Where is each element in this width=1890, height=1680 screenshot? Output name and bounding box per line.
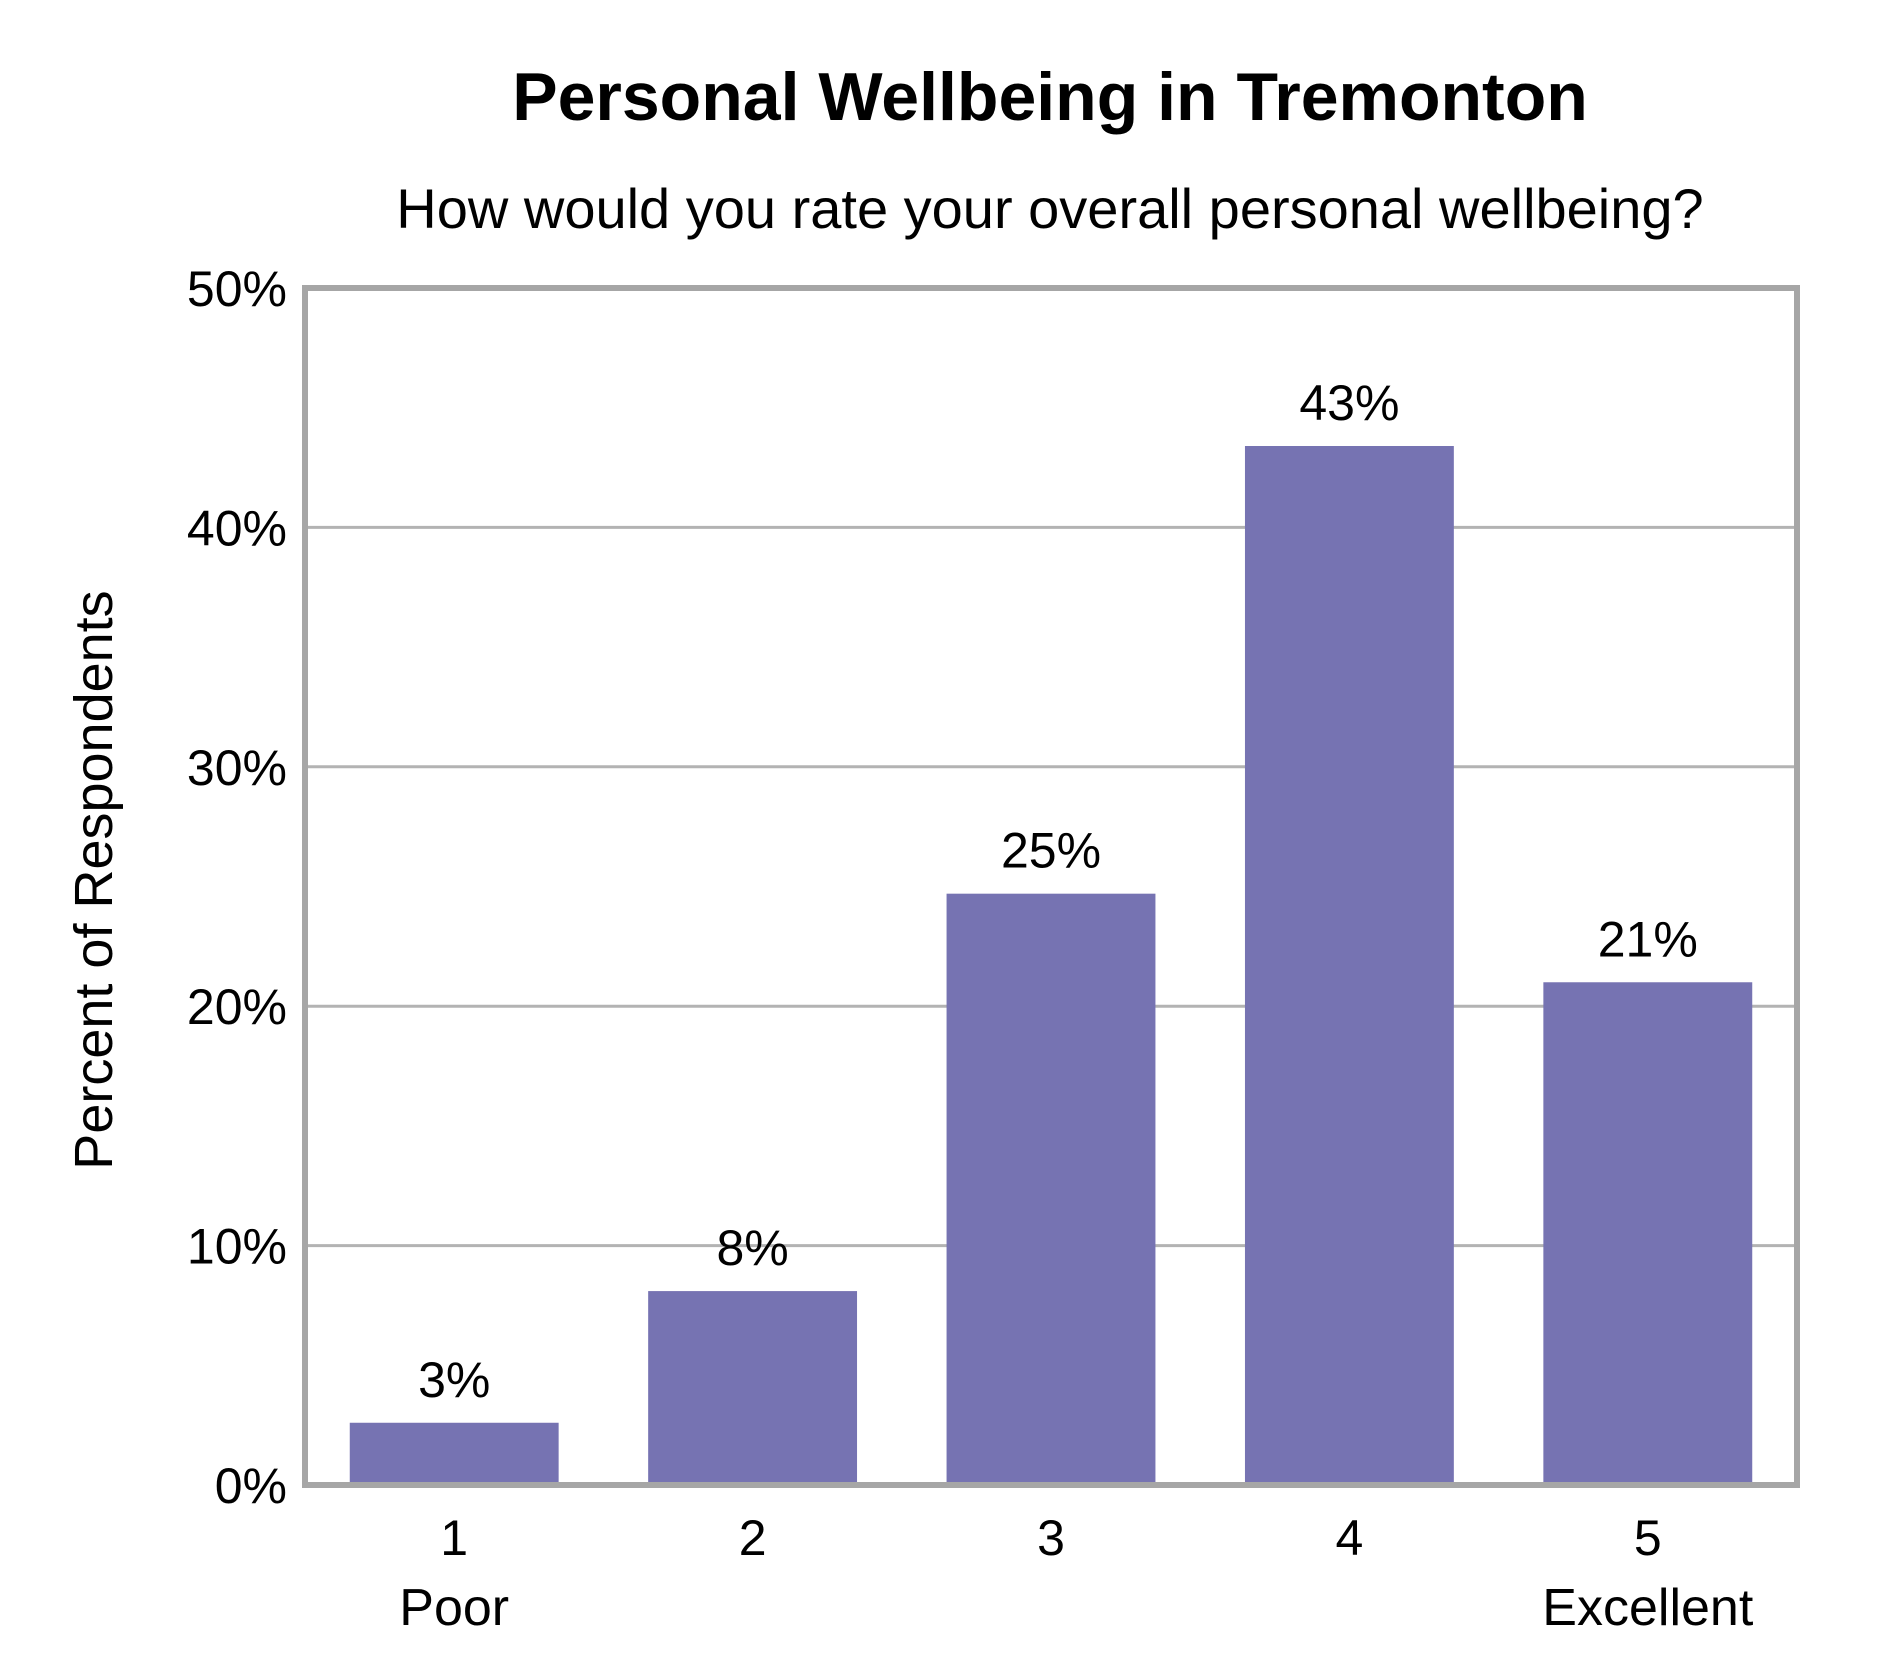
chart-subtitle: How would you rate your overall personal… xyxy=(396,177,1703,240)
bar-5 xyxy=(1543,982,1753,1485)
x-tick-label: 4 xyxy=(1335,1510,1363,1566)
y-tick-label: 40% xyxy=(187,500,287,556)
x-tick-labels: 1 Poor 2 3 4 5 Excellent xyxy=(399,1510,1754,1637)
data-label: 3% xyxy=(418,1352,490,1408)
x-tick-label: 1 xyxy=(440,1510,468,1566)
plot-frame xyxy=(302,285,1800,1488)
data-label: 21% xyxy=(1598,911,1698,967)
bars xyxy=(349,446,1753,1485)
y-tick-label: 10% xyxy=(187,1219,287,1275)
x-tick-label: 2 xyxy=(739,1510,767,1566)
bar-2 xyxy=(648,1291,858,1485)
x-tick-label: 5 xyxy=(1634,1510,1662,1566)
y-tick-label: 50% xyxy=(187,261,287,317)
x-tick-sublabel: Excellent xyxy=(1542,1579,1754,1637)
data-label: 43% xyxy=(1299,375,1399,431)
y-axis-label: Percent of Respondents xyxy=(64,590,124,1169)
bar-3 xyxy=(946,893,1156,1485)
data-label: 25% xyxy=(1001,823,1101,879)
data-labels: 3% 8% 25% 43% 21% xyxy=(418,375,1698,1408)
bar-1 xyxy=(349,1422,559,1485)
y-tick-labels: 0% 10% 20% 30% 40% 50% xyxy=(187,261,287,1514)
chart-title: Personal Wellbeing in Tremonton xyxy=(512,59,1588,135)
data-label: 8% xyxy=(716,1220,788,1276)
y-tick-label: 20% xyxy=(187,979,287,1035)
y-tick-label: 0% xyxy=(215,1458,287,1514)
x-tick-label: 3 xyxy=(1037,1510,1065,1566)
x-tick-sublabel: Poor xyxy=(399,1579,509,1637)
y-tick-label: 30% xyxy=(187,740,287,796)
bar-4 xyxy=(1244,446,1454,1485)
